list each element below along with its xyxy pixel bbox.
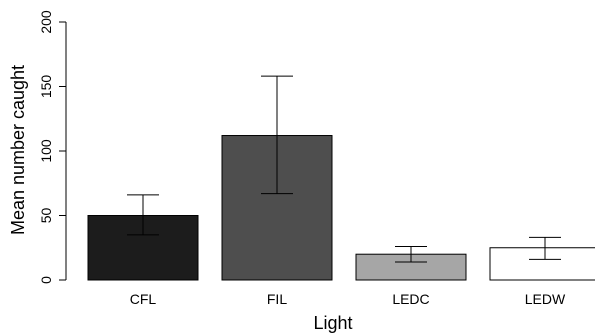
y-tick-label: 100 — [38, 139, 54, 163]
x-tick-label: CFL — [130, 291, 157, 307]
x-tick-label: LEDC — [392, 291, 429, 307]
error-bar-ledc — [395, 245, 427, 263]
error-bar-ledw — [529, 236, 561, 260]
error-bar-cfl — [127, 194, 159, 236]
x-axis-title: Light — [313, 313, 352, 333]
y-axis: 0 50 100 150 200 — [38, 10, 67, 284]
y-tick-label: 150 — [38, 75, 54, 99]
y-axis-title: Mean number caught — [8, 65, 28, 235]
y-tick-label: 0 — [38, 276, 54, 284]
y-tick-label: 200 — [38, 10, 54, 34]
x-tick-label: LEDW — [525, 291, 566, 307]
x-tick-labels: CFL FIL LEDC LEDW — [130, 291, 566, 307]
x-tick-label: FIL — [267, 291, 287, 307]
bars-group — [87, 75, 595, 281]
error-bar-fil — [261, 75, 293, 195]
y-tick-label: 50 — [38, 208, 54, 224]
bar-ledw — [489, 247, 595, 281]
